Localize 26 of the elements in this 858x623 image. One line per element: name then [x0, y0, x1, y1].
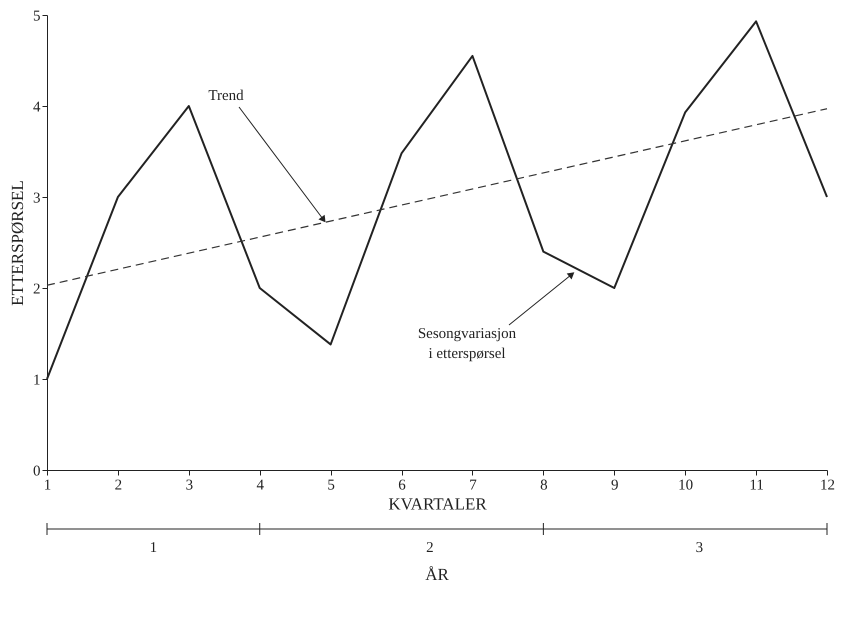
x-tick-label: 10 — [678, 478, 694, 494]
x-tick-label: 5 — [327, 478, 335, 494]
text: 1 — [150, 540, 158, 556]
x-tick-label: 8 — [540, 478, 548, 494]
x-tick-label: 4 — [256, 478, 264, 494]
y-tick-label: 2 — [33, 282, 40, 298]
annotation: Sesongvariasjon i etterspørsel — [418, 326, 517, 362]
text: 3 — [696, 540, 704, 556]
x-tick-label: 12 — [820, 478, 835, 494]
y-tick-label: 0 — [33, 464, 40, 480]
y-tick-label: 4 — [33, 100, 41, 116]
x-tick-label: 9 — [611, 478, 619, 494]
x-tick-label: 3 — [186, 478, 194, 494]
y-tick-label: 5 — [33, 8, 40, 24]
annotation: Trend — [208, 88, 244, 104]
x-axis-title: KVARTALER — [388, 494, 488, 514]
y-axis-title: ETTERSPØRSEL — [8, 180, 27, 306]
x-tick-label: 7 — [469, 478, 478, 494]
x-tick-label: 11 — [749, 478, 764, 494]
x-tick-label: 6 — [398, 478, 406, 494]
text: 2 — [426, 540, 434, 556]
text: ÅR — [425, 565, 450, 584]
y-tick-label: 1 — [33, 372, 40, 388]
x-tick-label: 2 — [114, 478, 122, 494]
y-tick-label: 3 — [33, 190, 40, 206]
x-tick-label: 1 — [44, 478, 52, 494]
